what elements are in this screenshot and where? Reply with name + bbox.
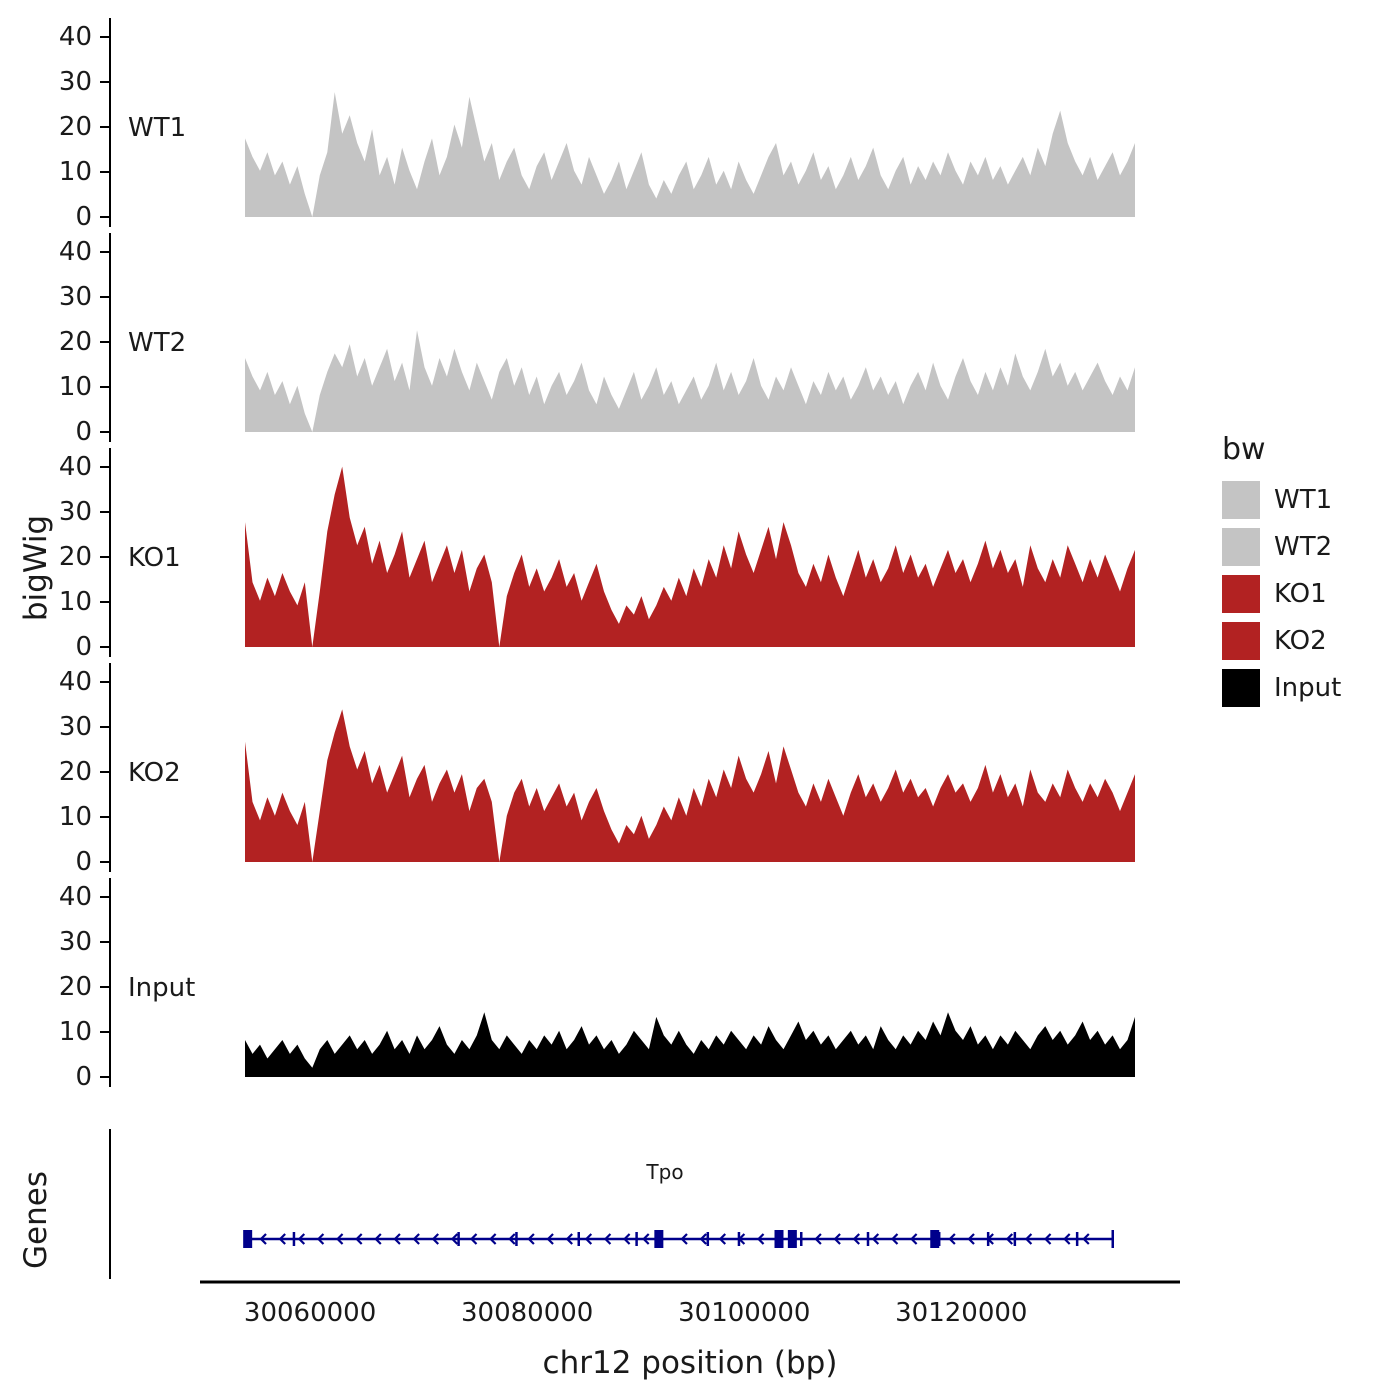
y-tick-label: 20 [59, 327, 92, 357]
y-tick-label: 10 [59, 372, 92, 402]
y-tick-label: 0 [75, 1062, 92, 1087]
y-tick-label: 20 [59, 757, 92, 787]
y-tick-label: 40 [59, 452, 92, 482]
x-tick-label: 30100000 [678, 1298, 810, 1328]
y-tick-label: 0 [75, 847, 92, 872]
legend-label: Input [1274, 673, 1342, 703]
track-panels: 40 30 20 10 0 WT1 40 30 20 10 0 WT2 [0, 12, 1190, 1394]
legend-swatch-wt2 [1222, 528, 1260, 566]
legend-title: bw [1222, 432, 1266, 467]
y-tick-label: 0 [75, 417, 92, 442]
x-tick-label: 30060000 [244, 1298, 376, 1328]
y-tick-label: 40 [59, 882, 92, 912]
legend-swatch-ko2 [1222, 622, 1260, 660]
signal-area-ko1 [245, 466, 1135, 647]
legend-label: WT1 [1274, 485, 1333, 515]
track-label-ko1: KO1 [128, 543, 181, 573]
y-tick-label: 10 [59, 587, 92, 617]
legend-item-input: Input [1222, 669, 1341, 707]
y-tick-label: 30 [59, 712, 92, 742]
y-tick-label: 30 [59, 497, 92, 527]
x-tick-label: 30080000 [461, 1298, 593, 1328]
y-tick-label: 10 [59, 1017, 92, 1047]
signal-area-wt1 [245, 92, 1135, 217]
y-tick-label: 20 [59, 542, 92, 572]
signal-area-wt2 [245, 330, 1135, 432]
legend-item-ko2: KO2 [1222, 622, 1341, 660]
gene-model [243, 1230, 1114, 1248]
y-tick-label: 40 [59, 667, 92, 697]
y-tick-label: 0 [75, 202, 92, 227]
legend-label: KO2 [1274, 626, 1327, 656]
legend-swatch-input [1222, 669, 1260, 707]
y-tick-label: 0 [75, 632, 92, 657]
y-tick-label: 30 [59, 67, 92, 97]
y-tick-label: 40 [59, 237, 92, 267]
legend-swatch-ko1 [1222, 575, 1260, 613]
y-tick-label: 40 [59, 22, 92, 52]
y-tick-label: 10 [59, 802, 92, 832]
legend-item-wt1: WT1 [1222, 481, 1341, 519]
legend-item-wt2: WT2 [1222, 528, 1341, 566]
x-axis: 30060000 30080000 30100000 30120000 chr1… [200, 1280, 1180, 1381]
track-panel-wt2: 40 30 20 10 0 WT2 [59, 233, 1135, 442]
y-tick-label: 30 [59, 282, 92, 312]
track-label-wt2: WT2 [128, 328, 186, 358]
legend-label: WT2 [1274, 532, 1333, 562]
track-panel-wt1: 40 30 20 10 0 WT1 [59, 18, 1135, 227]
legend-swatch-wt1 [1222, 481, 1260, 519]
signal-area-input [245, 1012, 1135, 1077]
x-axis-title: chr12 position (bp) [543, 1345, 838, 1381]
track-panel-ko1: 40 30 20 10 0 KO1 [59, 448, 1135, 657]
y-tick-label: 30 [59, 927, 92, 957]
track-panel-ko2: 40 30 20 10 0 KO2 [59, 663, 1135, 872]
y-tick-label: 20 [59, 112, 92, 142]
track-label-input: Input [128, 973, 195, 1003]
legend-label: KO1 [1274, 579, 1327, 609]
track-panel-input: 40 30 20 10 0 Input [59, 878, 1135, 1087]
gene-track-svg: Tpo [109, 1129, 1114, 1279]
y-tick-label: 10 [59, 157, 92, 187]
track-label-ko2: KO2 [128, 758, 181, 788]
legend: bw WT1 WT2 KO1 KO2 Input [1222, 432, 1341, 716]
signal-area-ko2 [245, 709, 1135, 862]
x-tick-label: 30120000 [895, 1298, 1027, 1328]
legend-item-ko1: KO1 [1222, 575, 1341, 613]
track-label-wt1: WT1 [128, 113, 186, 143]
y-tick-label: 20 [59, 972, 92, 1002]
gene-name-label: Tpo [645, 1160, 683, 1184]
